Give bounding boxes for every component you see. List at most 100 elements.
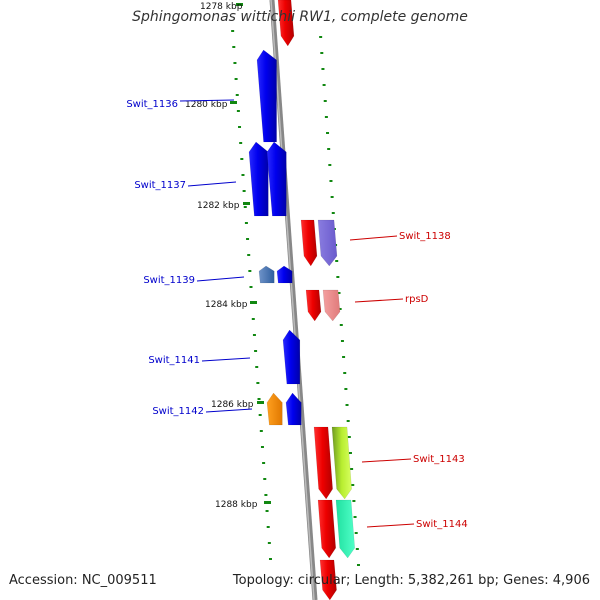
- scale-tick-mark: [230, 101, 237, 104]
- gene-label-leader: [188, 182, 236, 186]
- gene-features: [249, 0, 355, 600]
- gene-swit-1138b: [318, 220, 337, 266]
- summary-text: Topology: circular; Length: 5,382,261 bp…: [233, 573, 590, 588]
- gene-label: Swit_1138: [399, 231, 451, 242]
- inner-dot: [244, 206, 247, 208]
- inner-dot: [233, 62, 236, 64]
- inner-dot: [232, 46, 235, 48]
- outer-dot: [348, 436, 351, 438]
- outer-dot: [324, 100, 327, 102]
- outer-dot: [350, 468, 353, 470]
- gene-swit-1142a: [267, 393, 282, 425]
- outer-dot: [323, 84, 326, 86]
- inner-dot: [262, 462, 265, 464]
- inner-dot: [235, 78, 238, 80]
- outer-dot: [328, 164, 331, 166]
- inner-dot: [266, 510, 269, 512]
- inner-dot: [261, 446, 264, 448]
- outer-dot: [343, 372, 346, 374]
- inner-dot: [246, 238, 249, 240]
- inner-dot: [237, 110, 240, 112]
- inner-dot: [263, 478, 266, 480]
- inner-dot: [243, 190, 246, 192]
- inner-dot: [238, 126, 241, 128]
- gene-swit-1143a: [314, 427, 333, 499]
- genome-map-canvas: 1278 kbp1280 kbp1282 kbp1284 kbp1286 kbp…: [0, 0, 600, 600]
- inner-dot: [252, 318, 255, 320]
- outer-dot: [346, 404, 349, 406]
- inner-dot: [241, 174, 244, 176]
- outer-dot: [356, 548, 359, 550]
- scale-tick-label: 1288 kbp: [215, 500, 258, 510]
- outer-dot: [354, 516, 357, 518]
- outer-dot: [319, 36, 322, 38]
- outer-dot: [355, 532, 358, 534]
- gene-label: Swit_1142: [152, 406, 204, 417]
- outer-dot: [321, 68, 324, 70]
- outer-dot: [347, 420, 350, 422]
- gene-label: Swit_1137: [134, 180, 186, 191]
- inner-dot: [248, 270, 251, 272]
- inner-dot: [260, 430, 263, 432]
- inner-dot: [268, 542, 271, 544]
- outer-dot: [329, 180, 332, 182]
- genome-map: 1278 kbp 1280 kbp 1282 kbp 1284 kbp 1286 kbp…: [0, 0, 600, 600]
- gene-label: Swit_1136: [126, 99, 178, 110]
- gene-swit-1139: [259, 266, 274, 283]
- outer-dot: [349, 452, 352, 454]
- gene-swit-1144a: [318, 500, 336, 558]
- scale-tick-label: 1280 kbp: [185, 100, 228, 110]
- outer-dot: [352, 500, 355, 502]
- scale-tick-mark: [257, 401, 264, 404]
- outer-dot: [344, 388, 347, 390]
- gene-label-leader: [355, 299, 403, 302]
- outer-dot: [351, 484, 354, 486]
- scale-tick-label: 1286 kbp: [211, 400, 254, 410]
- gene-label: Swit_1141: [148, 355, 200, 366]
- outer-dot: [340, 324, 343, 326]
- inner-dot: [264, 494, 267, 496]
- outer-dot: [332, 212, 335, 214]
- gene-label-leader: [362, 459, 411, 462]
- inner-dot: [245, 222, 248, 224]
- gene-swit-1141: [283, 330, 300, 384]
- scale-tick-label: 1282 kbp: [197, 201, 240, 211]
- inner-dot: [249, 286, 252, 288]
- gene-label: Swit_1143: [413, 454, 465, 465]
- inner-dot: [247, 254, 250, 256]
- scale-tick-label: 1284 kbp: [205, 300, 248, 310]
- outer-dot: [335, 260, 338, 262]
- gene-label-leader: [202, 358, 250, 361]
- inner-dot: [231, 30, 234, 32]
- gene-label-leader: [367, 524, 414, 527]
- outer-dot: [357, 564, 360, 566]
- inner-dot: [267, 526, 270, 528]
- gene-swit-1136: [257, 50, 277, 142]
- tick-marks: 1278 kbp 1280 kbp 1282 kbp 1284 kbp 1286 kbp…: [185, 2, 271, 510]
- outer-dot: [326, 132, 329, 134]
- inner-dot: [236, 94, 239, 96]
- inner-dot: [240, 158, 243, 160]
- inner-dot: [269, 558, 272, 560]
- gene-swit-1137b: [267, 142, 286, 216]
- gene-label-leader: [350, 236, 397, 240]
- inner-dot: [254, 350, 257, 352]
- outer-dot: [342, 356, 345, 358]
- outer-dot: [320, 52, 323, 54]
- gene-swit-1138a: [301, 220, 317, 266]
- scale-tick-mark: [264, 501, 271, 504]
- outer-dot: [327, 148, 330, 150]
- outer-dot: [325, 116, 328, 118]
- gene-swit-1144b: [336, 500, 355, 558]
- gene-label: Swit_1144: [416, 519, 468, 530]
- outer-dot: [331, 196, 334, 198]
- accession-text: Accession: NC_009511: [9, 573, 157, 588]
- gene-rpsd-a: [306, 290, 321, 321]
- scale-tick-mark: [250, 301, 257, 304]
- gene-label-leader: [197, 277, 244, 281]
- gene-label: rpsD: [405, 294, 429, 305]
- gene-swit-1137a: [249, 142, 268, 216]
- map-title: Sphingomonas wittichii RW1, complete gen…: [0, 9, 600, 25]
- inner-dot: [253, 334, 256, 336]
- gene-rpsd-b: [323, 290, 340, 321]
